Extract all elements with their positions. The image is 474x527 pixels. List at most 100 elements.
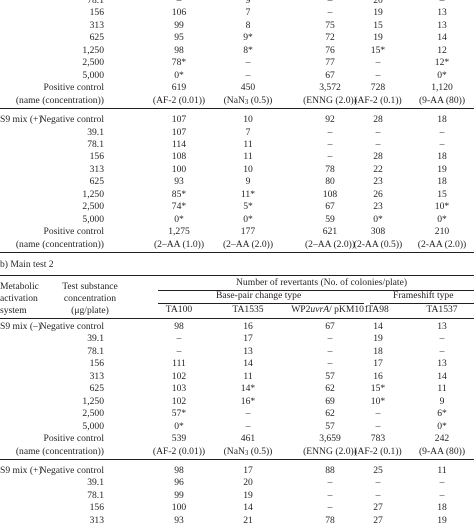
value-cell: 13	[437, 7, 447, 19]
table-row: 5,000 0* – 67 – 0*	[0, 69, 474, 82]
concentration-cell: 78.1	[87, 138, 104, 150]
value-cell: 17	[243, 333, 253, 345]
concentration-cell: 5,000	[82, 69, 104, 81]
value-cell: (2–AA (1.0))	[153, 238, 205, 250]
table-row: 2,500 74* 5* 67 23 10*	[0, 200, 474, 213]
value-cell: –	[245, 57, 251, 69]
header-test-substance: concentration	[63, 293, 117, 304]
header-metabolic-activation: Metabolic	[0, 281, 39, 292]
concentration-cell: 313	[89, 370, 104, 382]
value-cell: 10	[243, 114, 253, 126]
value-cell: 728	[370, 82, 386, 94]
activation-system-label: S9 mix (+)	[0, 114, 42, 126]
value-cell: (AF-2 (0.1))	[354, 445, 402, 457]
value-cell: 17	[243, 464, 253, 476]
concentration-cell: 1,250	[82, 44, 104, 56]
concentration-cell: Positive control	[43, 433, 105, 445]
value-cell: 14	[373, 321, 383, 332]
value-cell: 783	[370, 433, 386, 445]
concentration-cell: 78.1	[87, 345, 104, 357]
value-cell: 9	[439, 395, 445, 407]
value-cell: –	[245, 408, 251, 420]
value-cell: 11	[243, 138, 253, 150]
value-cell: 0*	[174, 69, 184, 81]
concentration-cell: 39.1	[87, 333, 104, 345]
section-divider	[0, 108, 474, 110]
value-cell: 5*	[243, 201, 253, 213]
value-cell: 100	[171, 163, 187, 175]
value-cell: (ENNG (2.0))	[303, 445, 357, 457]
value-cell: 0*	[373, 213, 383, 225]
value-cell: 98	[174, 44, 184, 56]
table-row: 1,250 98 8* 76 15* 12	[0, 44, 474, 57]
value-cell: 18	[437, 176, 447, 188]
value-cell: 77	[325, 57, 335, 69]
value-cell: 21	[243, 514, 253, 526]
table-row: 39.1 107 7 – – –	[0, 126, 474, 139]
table-row: 78.1 – 13 – 18 –	[0, 345, 474, 358]
value-cell: (9-AA (80))	[418, 445, 466, 457]
table-row: 313 99 8 75 15 13	[0, 19, 474, 32]
header-frameshift: Frameshift type	[393, 290, 454, 301]
table-row: 78.1 99 19– – –	[0, 489, 474, 502]
value-cell: 107	[171, 126, 187, 138]
value-cell: 78*	[171, 57, 187, 69]
positive-control-row: Positive control 619 450 3,572 728 1,120	[0, 81, 474, 94]
value-cell: –	[439, 0, 445, 6]
table-row: 313 100 10 78 22 19	[0, 163, 474, 176]
value-cell: 0*	[437, 213, 447, 225]
value-cell: 67	[325, 321, 335, 332]
value-cell: 9*	[243, 32, 253, 44]
value-cell: 15	[373, 19, 383, 31]
value-cell: 14	[437, 32, 447, 44]
table-row: 2,500 78* – 77 – 12*	[0, 56, 474, 69]
table-row: S9 mix (+) Negative control 107 10 92 28 18	[0, 113, 474, 126]
value-cell: 16*	[240, 395, 256, 407]
value-cell: 18	[437, 151, 447, 163]
concentration-cell: 313	[89, 19, 104, 31]
value-cell: 10*	[370, 395, 386, 407]
header-metabolic-activation: system	[0, 305, 27, 316]
value-cell: 19	[437, 163, 447, 175]
value-cell: 11	[243, 151, 253, 163]
value-cell: 98	[174, 321, 184, 332]
value-cell: 88	[325, 464, 335, 476]
value-cell: –	[375, 138, 381, 150]
value-cell: 19	[243, 489, 253, 501]
value-cell: 62	[325, 383, 335, 395]
concentration-cell: 313	[89, 163, 104, 175]
value-cell: 99	[174, 19, 184, 31]
concentration-cell: 156	[89, 151, 104, 163]
concentration-cell: 39.1	[87, 126, 104, 138]
value-cell: 80	[325, 176, 335, 188]
concentration-cell: 625	[89, 176, 104, 188]
positive-control-name-row: (name (concentration)) (AF-2 (0.01)) (NaN3…	[0, 94, 474, 107]
value-cell: 0*	[437, 69, 447, 81]
concentration-cell: 2,500	[82, 408, 104, 420]
header-group-rule	[158, 290, 474, 291]
value-cell: 308	[370, 226, 386, 238]
table-row: 156 100 14–27 18	[0, 501, 474, 514]
value-cell: 10*	[434, 201, 450, 213]
table-row: 313 102 11 57 16 14	[0, 370, 474, 383]
concentration-cell: 5,000	[82, 213, 104, 225]
positive-control-row: Positive control 539 461 3,659 783 242	[0, 432, 474, 445]
value-cell: 13	[437, 19, 447, 31]
value-cell: 15*	[370, 44, 386, 56]
value-cell: 0*	[174, 213, 184, 225]
value-cell: 1,275	[168, 226, 190, 238]
table-row: 156 111 14 – 17 13	[0, 357, 474, 370]
concentration-cell: Positive control	[43, 226, 105, 238]
value-cell: 7	[245, 126, 251, 138]
table-row: S9 mix (+) Negative control 98 17 88 25 11	[0, 464, 474, 477]
value-cell: 13	[243, 345, 253, 357]
value-cell: –	[375, 57, 381, 69]
header-bp-rule	[158, 303, 364, 304]
value-cell: 74*	[171, 201, 187, 213]
value-cell: 16	[373, 370, 383, 382]
table-top-rule	[0, 275, 474, 276]
table-row: 625 93 9 80 23 18	[0, 175, 474, 188]
value-cell: 20	[373, 0, 383, 6]
concentration-cell: (name (concentration))	[15, 94, 104, 106]
table-row: 39.1 96 20– – –	[0, 476, 474, 489]
